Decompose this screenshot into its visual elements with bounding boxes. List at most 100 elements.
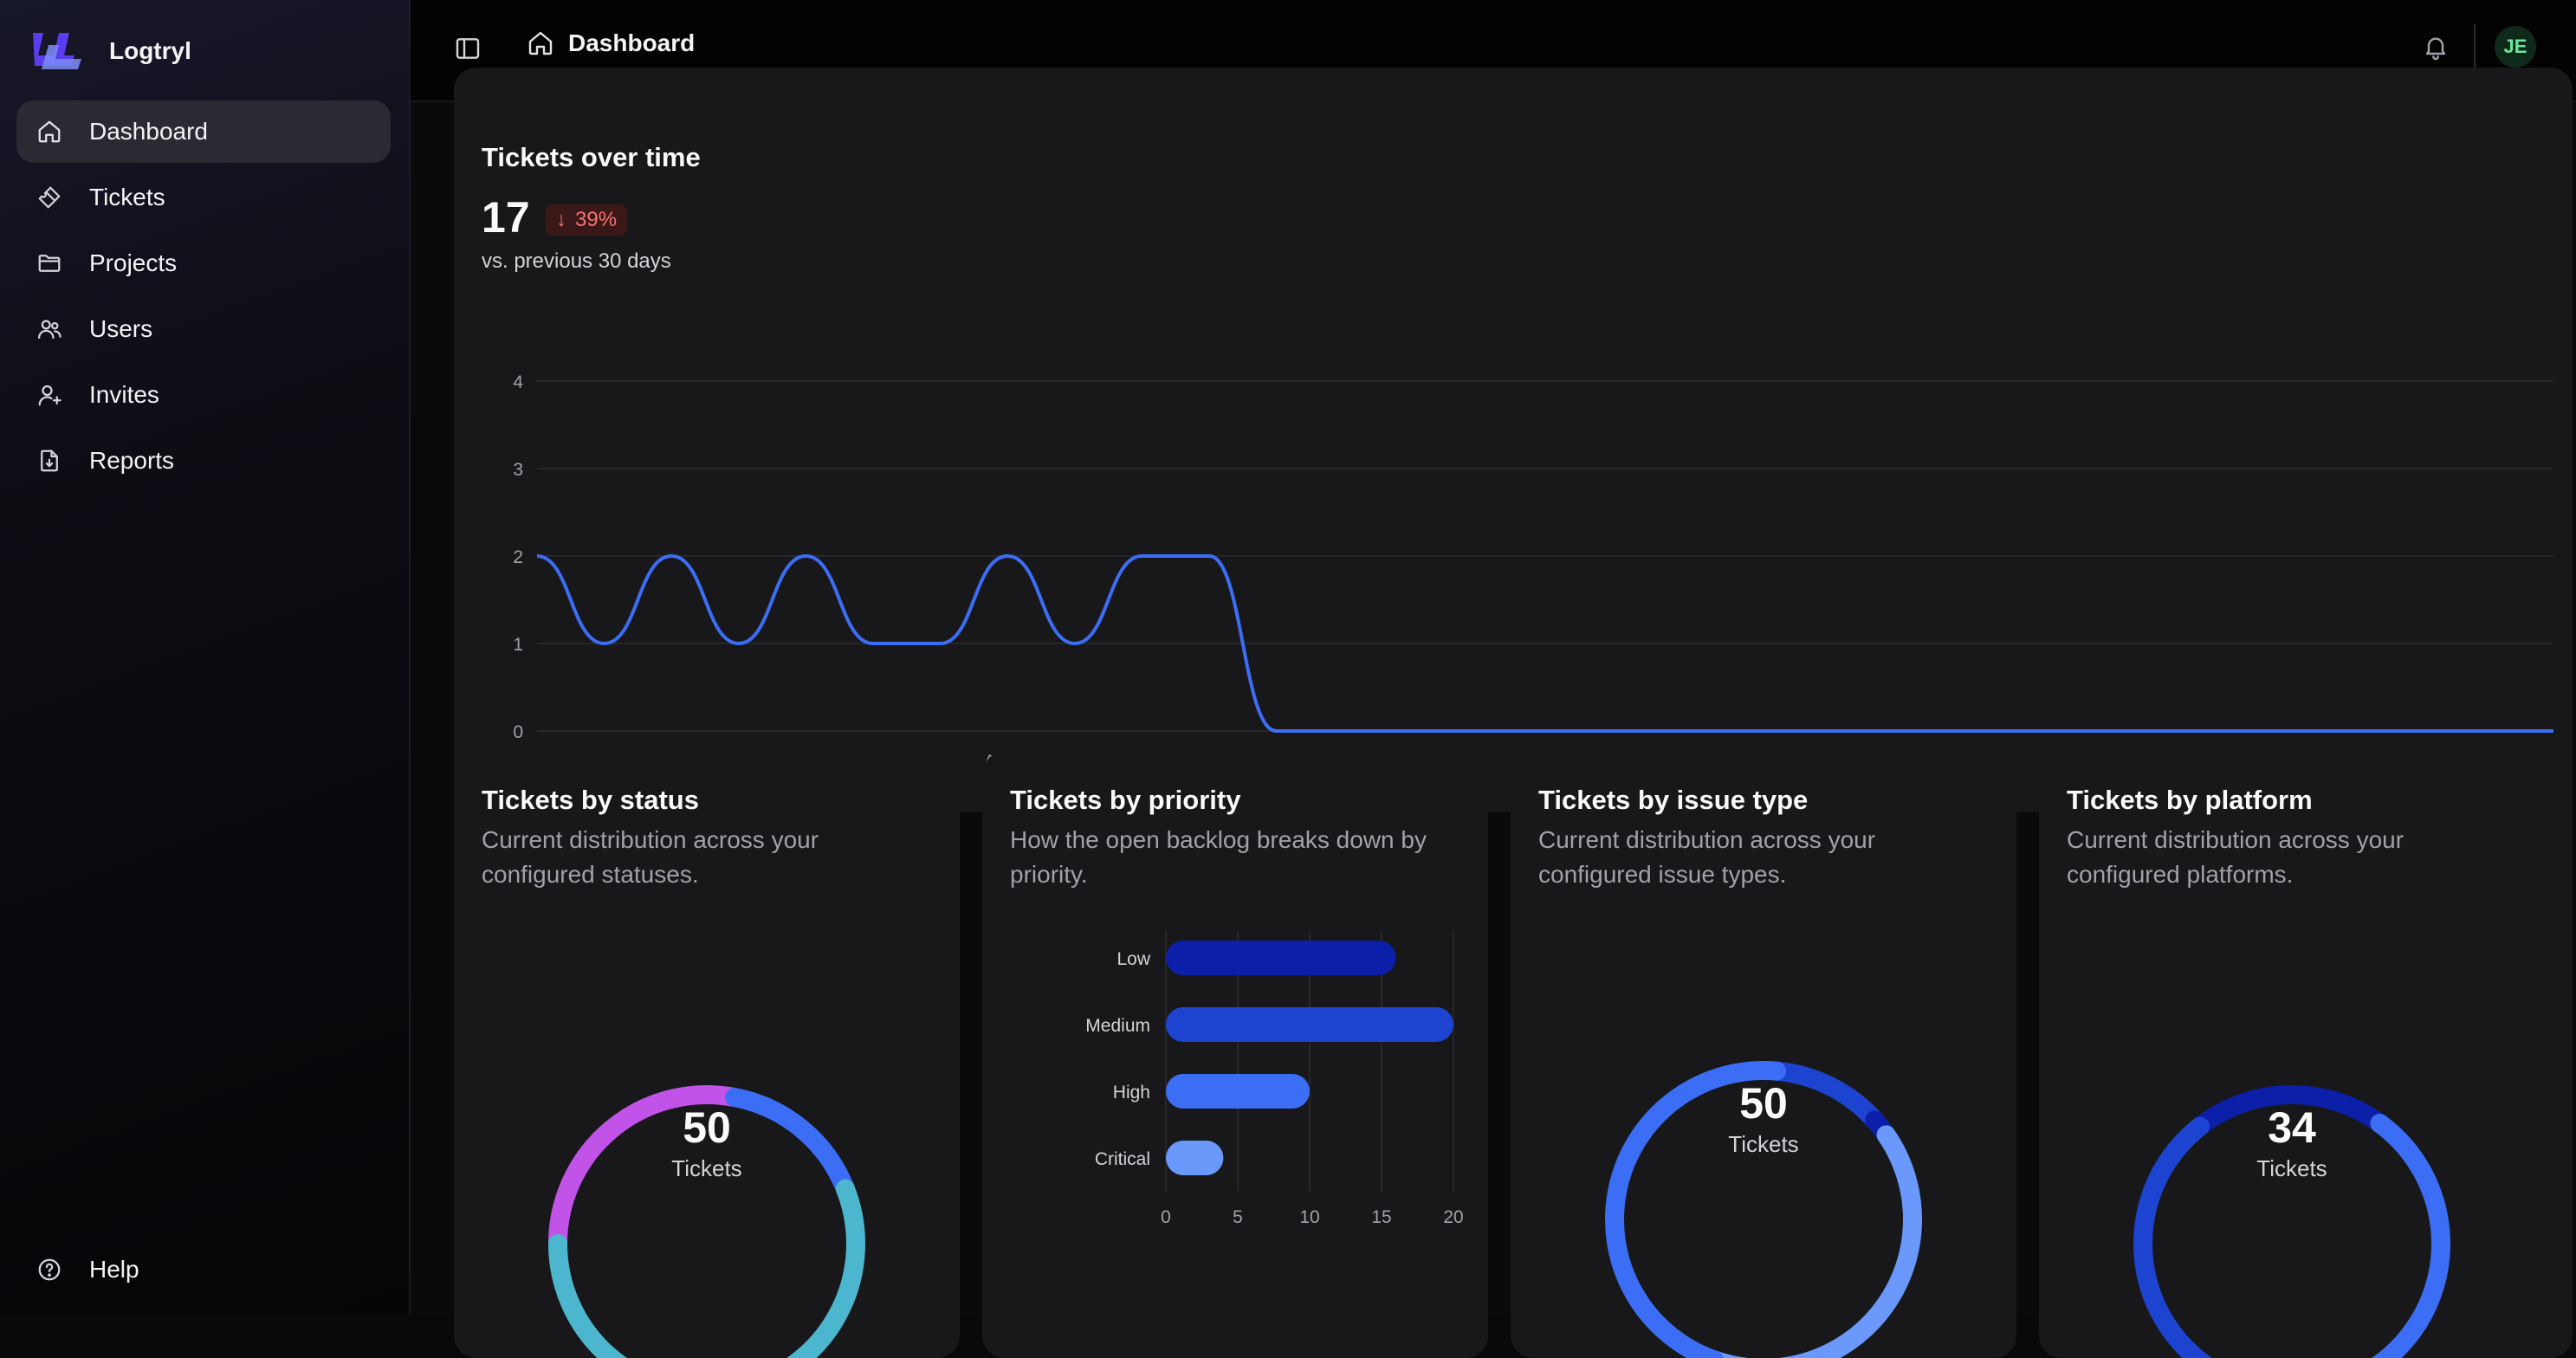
ticket-icon — [36, 184, 63, 211]
breadcrumb-label: Dashboard — [568, 29, 696, 56]
users-icon — [36, 315, 63, 343]
app-name: Logtryl — [109, 37, 191, 64]
category-label: Critical — [1095, 1149, 1150, 1169]
sidebar-nav: Dashboard Tickets Projects Users Invites — [16, 100, 391, 495]
folder-icon — [36, 249, 63, 277]
donut-total: 50 — [683, 1103, 731, 1152]
donut-slice — [2133, 1116, 2212, 1358]
card-subtitle-line: Current distribution across your — [2067, 826, 2404, 853]
sidebar-item-label: Dashboard — [89, 118, 208, 145]
donut-center: 50 Tickets — [1677, 1079, 1850, 1158]
sidebar: Logtryl Dashboard Tickets Projects Users — [0, 0, 411, 1314]
card-subtitle-line: configured platforms. — [2067, 861, 2294, 888]
donut-slice — [1766, 1061, 1885, 1130]
card-title: Tickets by status — [482, 785, 699, 815]
sidebar-item-users[interactable]: Users — [16, 298, 391, 360]
bar — [1166, 1141, 1224, 1175]
breadcrumb[interactable]: Dashboard — [527, 29, 695, 57]
sidebar-help: Help — [16, 1238, 391, 1304]
sidebar-item-tickets[interactable]: Tickets — [16, 166, 391, 229]
y-tick-label: 0 — [513, 722, 523, 742]
sidebar-item-label: Users — [89, 315, 153, 342]
card-subtitle-line: How the open backlog breaks down by — [1010, 826, 1427, 853]
x-tick-label: 5 — [1233, 1207, 1243, 1227]
sidebar-item-label: Reports — [89, 447, 175, 474]
logo-icon — [33, 33, 81, 69]
bar — [1166, 941, 1396, 975]
category-label: High — [1113, 1083, 1150, 1103]
donut-total-label: Tickets — [1728, 1131, 1799, 1157]
home-icon — [528, 31, 553, 55]
x-tick-label: 20 — [1443, 1207, 1463, 1227]
donut-slice — [725, 1088, 855, 1199]
card-subtitle-line: priority. — [1010, 861, 1088, 888]
tickets-over-time-card: Tickets over time 17 ↓ 39% vs. previous … — [454, 68, 2573, 812]
file-download-icon — [36, 447, 63, 475]
header-divider — [2474, 24, 2476, 69]
tickets-by-status-card: Tickets by status Current distribution a… — [454, 752, 960, 1358]
sidebar-item-projects[interactable]: Projects — [16, 232, 391, 294]
card-subtitle-line: Current distribution across your — [1538, 826, 1876, 853]
line-chart: 01234Jul 31Aug 2Aug 4Aug 6Aug 8Aug 10Aug… — [513, 372, 2553, 772]
x-tick-label: 0 — [1161, 1207, 1171, 1227]
y-tick-label: 3 — [513, 460, 523, 480]
notifications-button[interactable] — [2417, 28, 2455, 66]
donut-center: 34 Tickets — [2205, 1103, 2379, 1182]
x-tick-label: 10 — [1299, 1207, 1319, 1227]
bell-icon — [2425, 37, 2446, 61]
donut-total: 50 — [1739, 1079, 1788, 1128]
delta-value: 39% — [575, 208, 618, 231]
category-label: Medium — [1085, 1016, 1150, 1036]
y-tick-label: 4 — [513, 372, 523, 392]
issue-type-donut-chart — [1605, 1061, 1922, 1358]
card-subtitle: How the open backlog breaks down by prio… — [1010, 823, 1427, 892]
bar — [1166, 1007, 1453, 1042]
tickets-by-platform-card: Tickets by platform Current distribution… — [2039, 752, 2573, 1358]
platform-donut-chart — [2133, 1085, 2450, 1358]
donut-slice — [2191, 1085, 2390, 1136]
donut-slice — [2370, 1114, 2450, 1358]
card-subtitle-line: configured issue types. — [1538, 861, 1787, 888]
donut-slice — [548, 1085, 745, 1253]
compare-label: vs. previous 30 days — [482, 249, 671, 273]
donut-slice — [1705, 1125, 1922, 1358]
sidebar-toggle-button[interactable] — [450, 31, 485, 66]
sidebar-item-reports[interactable]: Reports — [16, 430, 391, 492]
x-tick-label: 15 — [1371, 1207, 1391, 1227]
series-line — [536, 553, 2553, 734]
bar — [1166, 1074, 1310, 1109]
category-label: Low — [1116, 949, 1150, 969]
delta-badge: ↓ 39% — [546, 204, 628, 236]
donut-center: 50 Tickets — [620, 1103, 793, 1182]
status-donut-chart — [548, 1085, 865, 1358]
card-subtitle: Current distribution across your configu… — [2067, 823, 2404, 892]
sidebar-item-dashboard[interactable]: Dashboard — [16, 100, 391, 163]
card-title: Tickets by priority — [1010, 785, 1241, 815]
user-avatar[interactable]: JE — [2495, 26, 2536, 68]
sidebar-toggle-icon — [456, 38, 480, 59]
card-title: Tickets by issue type — [1538, 785, 1809, 815]
card-subtitle: Current distribution across your configu… — [1538, 823, 1875, 892]
card-subtitle-line: configured statuses. — [482, 861, 699, 888]
y-tick-label: 1 — [513, 635, 523, 655]
donut-total: 34 — [2268, 1103, 2316, 1152]
priority-bar-chart: 0 5 10 15 20 Low Medium High Critical — [1085, 930, 1464, 1227]
card-title: Tickets over time — [482, 142, 701, 172]
arrow-down-icon: ↓ — [556, 208, 566, 231]
sidebar-item-label: Help — [89, 1256, 139, 1283]
card-subtitle: Current distribution across your configu… — [482, 823, 819, 892]
total-value: 17 — [482, 193, 530, 242]
donut-total-label: Tickets — [2256, 1155, 2327, 1181]
home-icon — [36, 118, 63, 146]
help-circle-icon — [36, 1256, 63, 1284]
y-tick-label: 2 — [513, 547, 523, 567]
donut-total-label: Tickets — [671, 1155, 742, 1181]
donut-slice — [548, 1179, 865, 1358]
card-title: Tickets by platform — [2067, 785, 2313, 815]
brand[interactable]: Logtryl — [29, 29, 191, 73]
sidebar-item-invites[interactable]: Invites — [16, 364, 391, 426]
sidebar-item-label: Projects — [89, 249, 178, 276]
main-content: Tickets over time 17 ↓ 39% vs. previous … — [411, 68, 2576, 1358]
sidebar-item-help[interactable]: Help — [16, 1238, 391, 1301]
user-plus-icon — [36, 381, 63, 409]
